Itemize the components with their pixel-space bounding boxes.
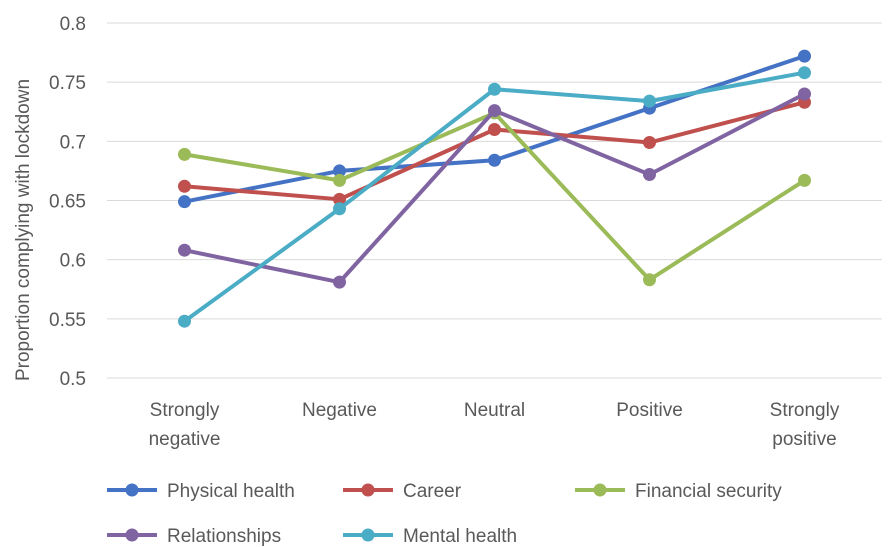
x-tick-label: Negative: [302, 400, 377, 421]
legend-label: Financial security: [635, 481, 782, 502]
data-point: [643, 273, 656, 287]
data-point: [488, 104, 501, 118]
data-point: [643, 167, 656, 181]
x-tick-label-line: positive: [772, 429, 836, 450]
y-tick-label: 0.5: [60, 369, 86, 390]
data-point: [178, 314, 191, 328]
legend-label: Career: [403, 481, 462, 502]
data-point: [488, 82, 501, 96]
series-mental-health: [178, 66, 811, 328]
x-tick-label: Strongly positive: [770, 400, 840, 450]
y-tick-label: 0.65: [49, 192, 86, 213]
y-tick-label: 0.8: [60, 14, 86, 35]
legend-label: Mental health: [403, 526, 517, 547]
x-axis-ticks: Strongly negative Negative Neutral Positive S…: [149, 400, 840, 450]
data-point: [178, 243, 191, 257]
legend-swatch-marker: [361, 528, 375, 542]
data-point: [488, 153, 501, 167]
data-point: [178, 179, 191, 193]
x-tick-label: Strongly negative: [149, 400, 221, 450]
data-point: [178, 195, 191, 209]
y-tick-label: 0.6: [60, 251, 86, 272]
gridlines: [107, 22, 882, 379]
data-point: [488, 123, 501, 136]
x-tick-label: Positive: [616, 400, 683, 421]
series-relationships: [178, 87, 811, 289]
x-tick-label: Neutral: [464, 400, 525, 421]
data-point: [798, 49, 811, 63]
data-point: [178, 147, 191, 161]
legend-item: Physical health: [107, 481, 295, 502]
x-tick-label-line: Strongly: [150, 400, 220, 421]
legend-item: Career: [343, 481, 462, 502]
data-point: [798, 66, 811, 80]
x-tick-label-line: negative: [149, 429, 221, 450]
data-point: [333, 164, 346, 178]
data-point: [643, 136, 656, 150]
data-point: [643, 94, 656, 108]
legend-label: Physical health: [167, 481, 295, 502]
data-point: [798, 87, 811, 101]
y-tick-label: 0.75: [49, 73, 86, 94]
x-tick-label-line: Negative: [302, 400, 377, 421]
legend-item: Financial security: [575, 481, 782, 502]
data-point: [333, 173, 346, 187]
y-axis-ticks: 0.5 0.55 0.6 0.65 0.7 0.75 0.8: [49, 14, 86, 390]
legend-swatch-marker: [125, 483, 139, 497]
legend-swatch-marker: [125, 528, 139, 542]
data-point: [333, 202, 346, 216]
y-tick-label: 0.7: [60, 132, 86, 153]
legend-label: Relationships: [167, 526, 281, 547]
data-point: [333, 275, 346, 289]
x-tick-label-line: Strongly: [770, 400, 840, 421]
y-tick-label: 0.55: [49, 310, 86, 331]
data-point: [798, 173, 811, 187]
x-tick-label-line: Positive: [616, 400, 683, 421]
legend-swatch-marker: [361, 483, 375, 497]
y-axis-title: Proportion complying with lockdown: [13, 79, 34, 381]
x-tick-label-line: Neutral: [464, 400, 525, 421]
legend-item: Relationships: [107, 526, 281, 547]
legend-item: Mental health: [343, 526, 517, 547]
data-point: [333, 192, 346, 206]
legend-swatch-marker: [593, 483, 607, 497]
legend: Physical health Career Financial security R…: [107, 481, 782, 547]
series-group: [178, 49, 811, 328]
